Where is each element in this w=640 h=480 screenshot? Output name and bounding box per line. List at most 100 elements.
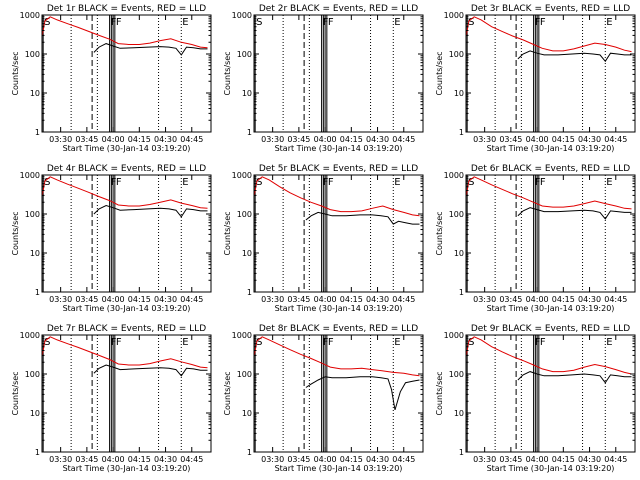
marker-label: E [182, 17, 188, 28]
x-tick-label: 04:45 [180, 295, 203, 304]
events-series-line [305, 211, 420, 225]
y-tick-label: 1000 [20, 11, 40, 20]
chart-title: Det 6r BLACK = Events, RED = LLD [471, 164, 630, 174]
y-tick-label: 1000 [444, 11, 464, 20]
chart-panel-2: Det 2r BLACK = Events, RED = LLD S F F E 1 10 1… [223, 4, 424, 153]
plot-frame [253, 174, 424, 293]
chart-panel-4: Det 4r BLACK = Events, RED = LLD S F F E 1 10 1… [11, 164, 212, 313]
lld-series-line [41, 336, 208, 369]
y-tick-label: 100 [449, 370, 464, 379]
marker-label: E [182, 177, 188, 188]
x-tick-label: 04:15 [128, 455, 151, 464]
y-axis-label: Counts/sec [223, 51, 232, 95]
marker-label: S [44, 177, 50, 188]
y-tick-label: 100 [237, 370, 252, 379]
x-tick-label: 03:30 [49, 455, 72, 464]
chart-title: Det 1r BLACK = Events, RED = LLD [47, 4, 206, 14]
x-tick-label: 03:45 [287, 135, 310, 144]
y-axis-label: Counts/sec [435, 211, 444, 255]
plot-frame [465, 174, 636, 293]
lld-series-line [41, 176, 208, 209]
x-tick-label: 03:30 [49, 295, 72, 304]
chart-panel-8: Det 8r BLACK = Events, RED = LLD S F F E 1 10 1… [223, 324, 424, 473]
marker-label: S [468, 17, 474, 28]
y-tick-label: 100 [25, 210, 40, 219]
marker-label: E [182, 337, 188, 348]
y-tick-label: 1 [459, 448, 464, 457]
x-tick-label: 04:15 [128, 295, 151, 304]
x-tick-label: 04:45 [180, 455, 203, 464]
plot-frame [41, 14, 212, 133]
x-tick-label: 04:15 [340, 135, 363, 144]
x-tick-label: 04:00 [526, 295, 549, 304]
x-tick-label: 04:00 [102, 455, 125, 464]
marker-label: S [44, 17, 50, 28]
y-axis-label: Counts/sec [11, 51, 20, 95]
x-axis-label: Start Time (30-Jan-14 03:19:20) [63, 144, 191, 153]
x-tick-label: 04:15 [340, 295, 363, 304]
x-tick-label: 04:15 [340, 455, 363, 464]
marker-label: S [468, 177, 474, 188]
x-tick-label: 04:45 [604, 135, 627, 144]
marker-label: E [606, 17, 612, 28]
y-tick-label: 1 [35, 128, 40, 137]
x-tick-label: 04:45 [604, 455, 627, 464]
marker-label: F [116, 17, 122, 28]
lld-series-line [465, 336, 632, 375]
y-tick-label: 100 [237, 210, 252, 219]
x-tick-label: 04:45 [604, 295, 627, 304]
x-tick-label: 04:00 [314, 455, 337, 464]
x-tick-label: 04:30 [578, 455, 601, 464]
chart-panel-6: Det 6r BLACK = Events, RED = LLD S F F E 1 10 1… [435, 164, 636, 313]
marker-label: F [535, 177, 541, 188]
chart-title: Det 4r BLACK = Events, RED = LLD [47, 164, 206, 174]
y-axis-label: Counts/sec [223, 371, 232, 415]
x-tick-label: 04:30 [578, 135, 601, 144]
marker-label: S [256, 177, 262, 188]
y-tick-label: 10 [30, 409, 40, 418]
y-axis-label: Counts/sec [223, 211, 232, 255]
y-tick-label: 1 [247, 128, 252, 137]
y-tick-label: 1 [35, 448, 40, 457]
x-tick-label: 04:00 [102, 135, 125, 144]
events-series-line [517, 207, 632, 220]
y-tick-label: 1 [35, 288, 40, 297]
plot-frame [253, 14, 424, 133]
y-axis-label: Counts/sec [11, 371, 20, 415]
y-tick-label: 10 [242, 89, 252, 98]
y-tick-label: 100 [25, 370, 40, 379]
x-tick-label: 04:45 [180, 135, 203, 144]
chart-panel-3: Det 3r BLACK = Events, RED = LLD S F F E 1 10 1… [435, 4, 636, 153]
marker-label: F [111, 17, 117, 28]
x-tick-label: 03:30 [473, 135, 496, 144]
lld-series-line [41, 16, 208, 49]
events-series-line [93, 204, 208, 218]
x-tick-label: 04:00 [526, 455, 549, 464]
x-tick-label: 03:30 [261, 135, 284, 144]
x-tick-label: 03:30 [261, 295, 284, 304]
marker-label: F [323, 337, 329, 348]
x-tick-label: 03:45 [75, 135, 98, 144]
y-tick-label: 1000 [232, 171, 252, 180]
chart-panel-5: Det 5r BLACK = Events, RED = LLD S F F E 1 10 1… [223, 164, 424, 313]
x-axis-label: Start Time (30-Jan-14 03:19:20) [487, 144, 615, 153]
x-axis-label: Start Time (30-Jan-14 03:19:20) [275, 304, 403, 313]
x-tick-label: 03:45 [75, 455, 98, 464]
marker-label: F [540, 177, 546, 188]
y-axis-label: Counts/sec [11, 211, 20, 255]
x-tick-label: 04:30 [366, 295, 389, 304]
x-tick-label: 04:45 [392, 295, 415, 304]
x-tick-label: 03:30 [473, 295, 496, 304]
x-tick-label: 04:00 [314, 295, 337, 304]
chart-panel-9: Det 9r BLACK = Events, RED = LLD S F F E 1 10 1… [435, 324, 636, 473]
y-tick-label: 1000 [20, 171, 40, 180]
y-tick-label: 1000 [20, 331, 40, 340]
x-tick-label: 04:30 [154, 455, 177, 464]
y-tick-label: 1 [247, 448, 252, 457]
x-tick-label: 04:45 [392, 455, 415, 464]
marker-label: E [394, 177, 400, 188]
x-tick-label: 04:15 [128, 135, 151, 144]
y-tick-label: 10 [30, 249, 40, 258]
chart-title: Det 5r BLACK = Events, RED = LLD [259, 164, 418, 174]
